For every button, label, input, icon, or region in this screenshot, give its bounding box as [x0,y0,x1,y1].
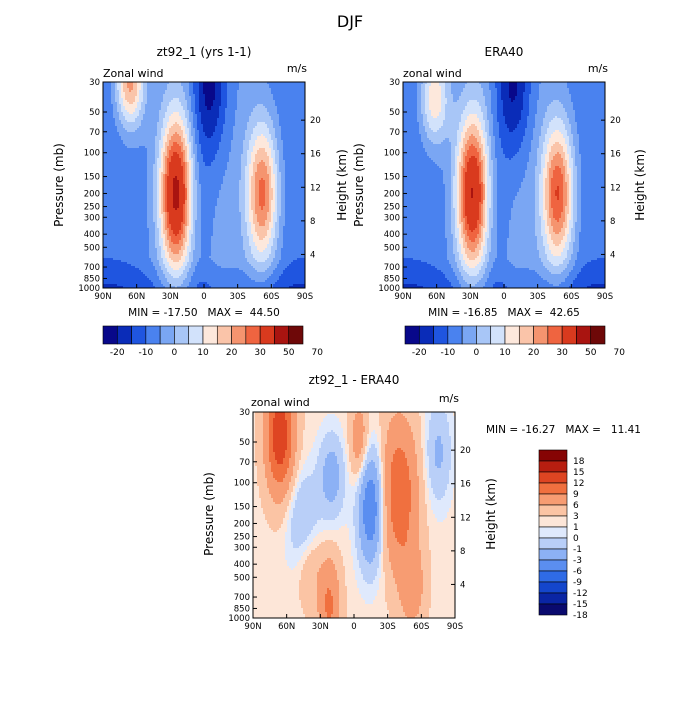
colorbar-box [146,326,160,344]
x-tick-label: 90S [297,292,313,302]
x-tick-label: 0 [201,292,206,302]
panel-obs-field [403,82,606,289]
y-tick-label: 500 [84,243,100,253]
y-tick-label: 400 [84,230,100,240]
panel-model-field [103,82,306,289]
colorbar-box [174,326,188,344]
colorbar-label: 50 [283,348,295,358]
panel-model-stats: MIN = -17.50 MAX = 44.50 [128,307,280,319]
y-tick-label: 150 [84,173,100,183]
colorbar-box [232,326,246,344]
y-tick-label: 700 [84,263,100,273]
colorbar-label: -10 [139,348,154,358]
y-tick-label: 200 [84,189,100,199]
panel-model-ylabel: Pressure (mb) [52,143,66,227]
colorbar-box [132,326,146,344]
x-tick-label: 30S [230,292,246,302]
y-tick-label: 30 [89,78,100,88]
colorbar-box [217,326,231,344]
colorbar-box [246,326,260,344]
y-tick-label: 70 [89,128,100,138]
colorbar-label: 20 [226,348,238,358]
y-tick-label: 1000 [78,284,100,294]
colorbar-box [160,326,174,344]
panel-obs-corner-right: m/s [588,62,608,75]
panel-model-corner-left: Zonal wind [103,67,164,80]
x-tick-label: 60S [263,292,279,302]
colorbar-box [189,326,203,344]
x-tick-label: 60N [128,292,145,302]
colorbar-box [260,326,274,344]
y-right-tick-label: 4 [310,250,315,260]
colorbar-box [103,326,117,344]
panel-model-colorbar: -20 -10 0 10 20 30 50 70 [103,326,323,358]
y-right-tick-label: 12 [310,183,321,193]
panel-model-corner-right: m/s [287,62,307,75]
y-tick-label: 300 [84,213,100,223]
colorbar-box [203,326,217,344]
y-tick-label: 50 [89,108,100,118]
figure-title: DJF [337,12,363,31]
colorbar-box [274,326,288,344]
panel-model-title: zt92_1 (yrs 1-1) [157,45,252,59]
y-tick-label: 850 [84,274,100,284]
colorbar-box [117,326,131,344]
y-tick-label: 100 [84,149,100,159]
colorbar-box [289,326,303,344]
colorbar-label: 0 [172,348,178,358]
panel-obs-corner-left: zonal wind [403,67,462,80]
y-tick-label: 250 [84,203,100,213]
colorbar-label: 30 [254,348,266,358]
colorbar-label: -20 [110,348,125,358]
panel-obs-title: ERA40 [485,45,524,59]
colorbar-label: 70 [312,348,324,358]
y-right-tick-label: 20 [310,116,321,126]
y-right-tick-label: 16 [310,150,321,160]
x-tick-label: 30N [162,292,179,302]
y-right-tick-label: 8 [310,217,315,227]
panel-model-ylabel-right: Height (km) [335,149,349,220]
colorbar-label: 10 [197,348,209,358]
